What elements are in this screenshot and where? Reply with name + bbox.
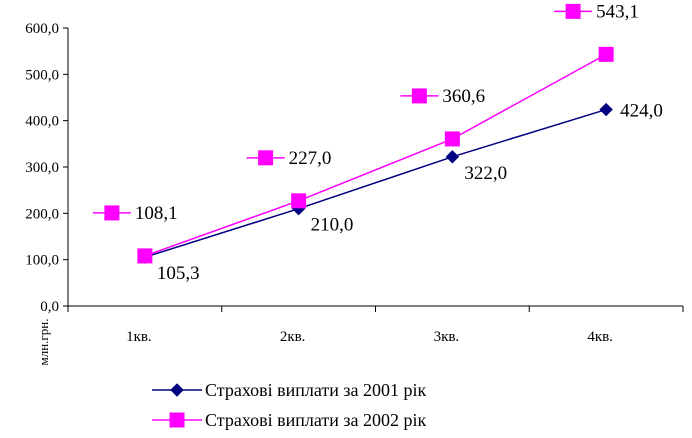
y-tick-label: 600,0 (25, 21, 59, 37)
x-tick-label: 1кв. (126, 329, 152, 345)
data-point-s2 (291, 193, 307, 209)
y-tick-label: 100,0 (25, 253, 59, 269)
data-label-s1: 424,0 (620, 101, 663, 122)
x-tick-labels: 1кв. 2кв. 3кв. 4кв. (126, 329, 613, 345)
data-point-s2 (598, 46, 614, 62)
legend-square-icon (169, 412, 185, 428)
y-tick-label: 0,0 (40, 299, 59, 315)
x-tick-label: 4кв. (587, 329, 613, 345)
data-label-s2: 227,0 (289, 148, 332, 169)
data-label-s2: 108,1 (135, 203, 178, 224)
y-axis-label: млн.грн. (36, 319, 51, 366)
series-lines (144, 53, 607, 258)
data-label-s2: 543,1 (596, 1, 639, 22)
data-label-key-marker (258, 150, 274, 166)
data-label-s1: 105,3 (157, 263, 200, 284)
data-point-s2 (444, 131, 460, 147)
legend-label: Страхові виплати за 2001 рік (205, 380, 427, 400)
legend-item-1: Страхові виплати за 2001 рік (152, 380, 427, 400)
x-tick-label: 2кв. (280, 329, 306, 345)
data-label-s1: 322,0 (464, 163, 507, 184)
legend-label: Страхові виплати за 2002 рік (205, 410, 427, 430)
y-tick-label: 400,0 (25, 114, 59, 130)
legend: Страхові виплати за 2001 рік Страхові вип… (152, 380, 427, 430)
axes (63, 27, 684, 312)
data-label-key-marker (104, 205, 120, 221)
data-label-key-marker (565, 3, 581, 19)
y-tick-label: 200,0 (25, 206, 59, 222)
x-tick-label: 3кв. (434, 329, 460, 345)
data-label-s2: 360,6 (442, 86, 485, 107)
y-tick-labels: 0,0 100,0 200,0 300,0 400,0 500,0 600,0 (25, 21, 59, 315)
series-markers (137, 46, 614, 264)
y-tick-label: 500,0 (25, 67, 59, 83)
series-line-1 (144, 108, 607, 258)
data-label-s1: 210,0 (311, 215, 354, 236)
data-labels: 105,3 210,0 322,0 424,0 108,1 227,0 360,6 543,1 (92, 1, 663, 284)
data-point-s1 (445, 150, 460, 164)
legend-diamond-icon (170, 383, 184, 397)
series-line-2 (144, 53, 607, 257)
data-label-key-marker (411, 88, 427, 104)
legend-item-2: Страхові виплати за 2002 рік (152, 410, 427, 430)
data-point-s2 (137, 248, 153, 264)
y-tick-label: 300,0 (25, 160, 59, 176)
data-point-s1 (599, 102, 613, 117)
